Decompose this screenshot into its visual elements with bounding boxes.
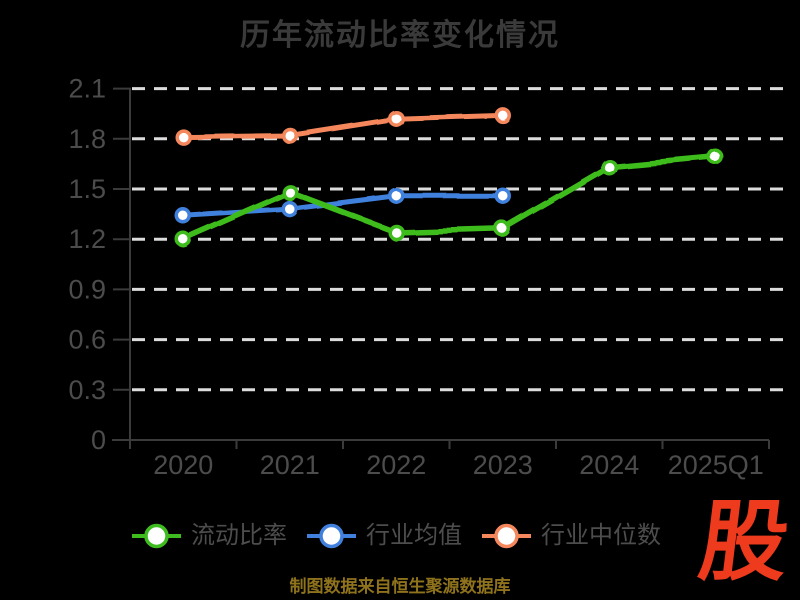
x-tick-label: 2020 — [153, 450, 213, 480]
x-tick-label: 2022 — [366, 450, 426, 480]
series-industry-median — [175, 107, 511, 146]
data-point — [175, 207, 192, 225]
legend-marker-icon — [482, 523, 531, 549]
legend-item-industry-median: 行业中位数 — [482, 521, 661, 551]
data-point — [388, 110, 405, 127]
y-tick-label: 0.3 — [68, 375, 106, 405]
series-industry-mean — [175, 187, 511, 225]
data-point — [388, 187, 405, 204]
legend-marker-icon — [307, 523, 356, 549]
data-point — [494, 187, 511, 204]
chart-title: 历年流动比率变化情况 — [240, 19, 560, 52]
series-line — [180, 193, 506, 219]
legend-label: 行业中位数 — [541, 522, 661, 549]
data-point — [601, 158, 618, 176]
data-point — [494, 220, 511, 238]
legend-item-industry-mean: 行业均值 — [307, 521, 462, 551]
data-point — [281, 184, 298, 201]
data-point — [281, 127, 298, 144]
axes — [112, 87, 770, 449]
x-tick-label: 2023 — [473, 450, 533, 480]
y-tick-label: 1.2 — [68, 224, 106, 254]
legend-label: 行业均值 — [366, 522, 462, 549]
data-point — [175, 230, 192, 248]
data-point — [175, 128, 192, 146]
data-point — [494, 107, 511, 124]
y-tick-label: 1.8 — [68, 124, 106, 154]
axis-tick-labels: 0 0.3 0.6 0.9 1.2 1.5 1.8 2.1 2020 2021 2022 2023 20… — [68, 74, 763, 480]
y-tick-label: 1.5 — [68, 174, 106, 204]
y-tick-label: 0.6 — [68, 325, 106, 355]
series-line — [180, 154, 719, 242]
data-point — [281, 200, 298, 218]
series-line — [180, 112, 506, 140]
data-point — [707, 148, 724, 166]
y-tick-label: 2.1 — [68, 74, 106, 104]
data-point — [388, 224, 405, 241]
y-tick-label: 0 — [91, 425, 106, 455]
series-group — [175, 107, 724, 248]
data-source-note: 制图数据来自恒生聚源数据库 — [289, 577, 511, 596]
legend-label: 流动比率 — [191, 522, 287, 549]
x-tick-label: 2024 — [579, 450, 639, 480]
series-current-ratio — [175, 148, 724, 248]
y-tick-label: 0.9 — [68, 274, 106, 304]
y-gridlines — [132, 87, 791, 392]
x-tick-label: 2021 — [260, 450, 320, 480]
x-tick-label: 2025Q1 — [668, 450, 764, 480]
legend-item-current-ratio: 流动比率 — [132, 521, 287, 551]
chart-legend: 流动比率 行业均值 行业中位数 — [132, 514, 661, 558]
brand-logo: 股 — [693, 492, 795, 591]
legend-marker-icon — [132, 523, 181, 549]
